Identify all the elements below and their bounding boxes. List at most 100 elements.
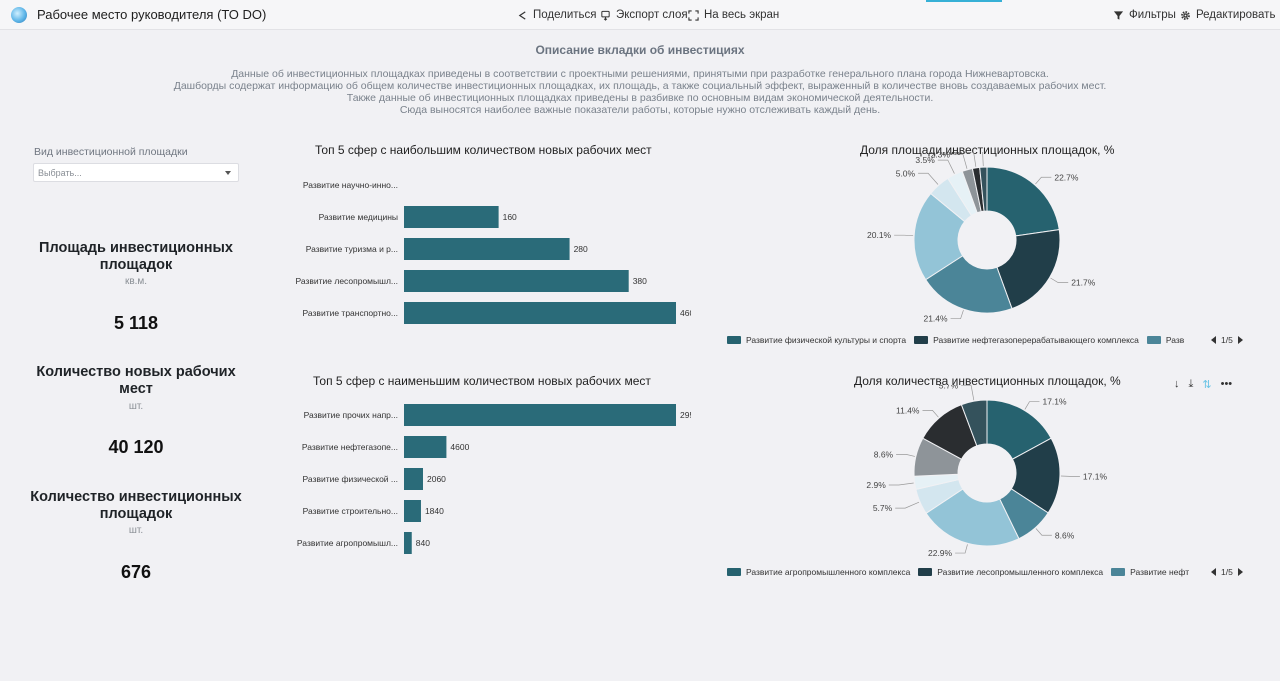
pie-slice-label: 2.9% [866,480,886,490]
pie-leader-line [895,501,920,509]
pie-leader-line [894,234,914,237]
legend-item[interactable]: Развитие нефтегазоперерабатывающего комп… [914,335,1139,345]
pie-leader-line [922,410,939,418]
bar[interactable] [404,532,412,554]
legend-label: Развитие агропромышленного комплекса [746,567,911,577]
fullscreen-label: На весь экран [704,9,780,21]
legend-swatch [1146,336,1161,344]
pie-slice[interactable] [1010,437,1061,514]
export-label: Экспорт слоя [616,9,688,21]
select-placeholder: Выбрать... [38,168,82,178]
more-icon[interactable]: ••• [1220,378,1233,390]
export-icon [601,10,610,21]
pie-slice[interactable] [986,166,1060,237]
pie-area-legend[interactable]: Развитие физической культуры и спорта Ра… [727,335,1205,345]
sort-icon[interactable]: ⇅ [1202,378,1212,391]
arrow-down-icon[interactable]: ↓ [1174,378,1180,390]
bar-category-label: Развитие транспортно... [303,308,398,318]
legend-label: Развитие лесопромышленного комплекса [937,567,1104,577]
bar-category-label: Развитие туризма и р... [306,244,398,254]
bar-value-label: 1840 [425,506,444,516]
bar-category-label: Развитие научно-инно... [303,180,398,190]
bar-category-label: Развитие лесопромышл... [295,276,398,286]
legend-page: 1/5 [1221,567,1233,577]
bar[interactable] [404,404,676,426]
pie-slice-label: 1.6% [950,152,970,156]
pie-leader-line [950,310,964,320]
pie-slice[interactable] [986,399,1052,460]
bar[interactable] [404,436,447,458]
legend-label: Разв [1165,335,1185,345]
chevron-right-icon[interactable] [1237,336,1243,344]
pie-slice-label: 3.5% [915,155,935,165]
share-label: Поделиться [533,9,597,21]
kpi-sites-value: 676 [120,562,152,582]
legend-swatch [727,336,741,344]
legend-label: Развитие физической культуры и спорта [746,335,907,345]
bar[interactable] [404,206,499,228]
fullscreen-button[interactable]: На весь экран [688,9,779,21]
bar-category-label: Развитие агропромышл... [297,538,398,548]
pie-slice-label: 17.1% [1042,397,1067,407]
legend-item[interactable]: Развитие физической культуры и спорта [727,335,906,345]
bar[interactable] [404,238,570,260]
edit-button[interactable]: Редактировать [1180,9,1275,21]
legend-item[interactable]: Развитие лесопромышленного комплекса [918,567,1103,577]
pie-slice-label: 2.3% [931,152,951,159]
bar[interactable] [404,500,421,522]
pie-slice-label: 1.6% [941,152,961,157]
chevron-left-icon[interactable] [1211,336,1216,344]
description-text: Данные об инвестиционных площадках приве… [0,68,1280,116]
pie-chart-area: 22.7% 21.7% 21.4% 20.1% 5.0% 3.5%2.3%1.6%1.6% [867,152,1096,324]
bar[interactable] [404,302,676,324]
chevron-right-icon[interactable] [1237,568,1243,576]
filters-button[interactable]: Фильтры [1113,9,1176,21]
pie-leader-line [1035,176,1052,185]
pie-slice-label: 5.0% [896,168,916,178]
bar[interactable] [404,270,629,292]
pie-slice-label: 5.7% [873,503,893,513]
pie-slice[interactable] [925,255,1013,314]
pie-slice[interactable] [925,488,1020,547]
pie-slice-label: 8.6% [874,449,894,459]
kpi-area-value: 5 118 [113,313,159,333]
legend-item[interactable]: Развитие нефт [1111,567,1189,577]
pie-slice[interactable] [960,399,988,447]
bar-value-label: 840 [416,538,430,548]
description-line: Данные об инвестиционных площадках приве… [231,68,1049,80]
legend-item[interactable]: Разв [1146,335,1185,345]
bar-value-label: 280 [574,244,588,254]
legend-item[interactable]: Развитие агропромышленного комплекса [727,567,910,577]
legend-label: Развитие нефт [1130,567,1190,577]
download-icon[interactable]: ⤓ [1188,377,1194,390]
description-line: Также данные об инвестиционных площадках… [346,92,934,104]
bar[interactable] [404,468,423,490]
chevron-left-icon[interactable] [1211,568,1216,576]
pie-count-legend[interactable]: Развитие агропромышленного комплекса Раз… [727,567,1205,577]
pie-count-legend-pager: 1/5 [1211,567,1243,577]
pie-slice[interactable] [996,229,1061,310]
bar-value-label: 4600 [450,442,469,452]
pie-leader-line [1024,401,1040,410]
bar-chart-top: Развитие научно-инно... Развитие медицины… [295,180,691,324]
pie-slice[interactable] [979,166,988,212]
filter-icon [1113,10,1124,20]
pie-slice-label: 22.7% [1054,172,1079,182]
bar-chart-top-title: Топ 5 сфер с наибольшим количеством новы… [315,143,652,157]
pie-slice-label: 8.6% [1055,530,1075,540]
export-layer-button[interactable]: Экспорт слоя [600,9,688,21]
bar-value-label: 160 [503,212,517,222]
kpi-jobs-title: Количество новых рабочих мест [36,364,236,397]
share-button[interactable]: Поделиться [517,9,597,21]
bar-category-label: Развитие нефтегазопе... [302,442,398,452]
share-icon [518,10,526,20]
pie-slice-label: 21.4% [923,314,948,324]
pie-leader-line [982,152,984,167]
pie-slice-label: 17.1% [1083,471,1108,481]
investment-site-type-select[interactable]: Выбрать... [33,163,239,182]
kpi-jobs-value: 40 120 [108,437,164,457]
pie-leader-line [955,544,968,554]
top-bar: Рабочее место руководителя (ТО DO) Подел… [0,0,1280,30]
app-logo-icon[interactable] [11,7,27,23]
pie-leader-line [963,152,977,167]
